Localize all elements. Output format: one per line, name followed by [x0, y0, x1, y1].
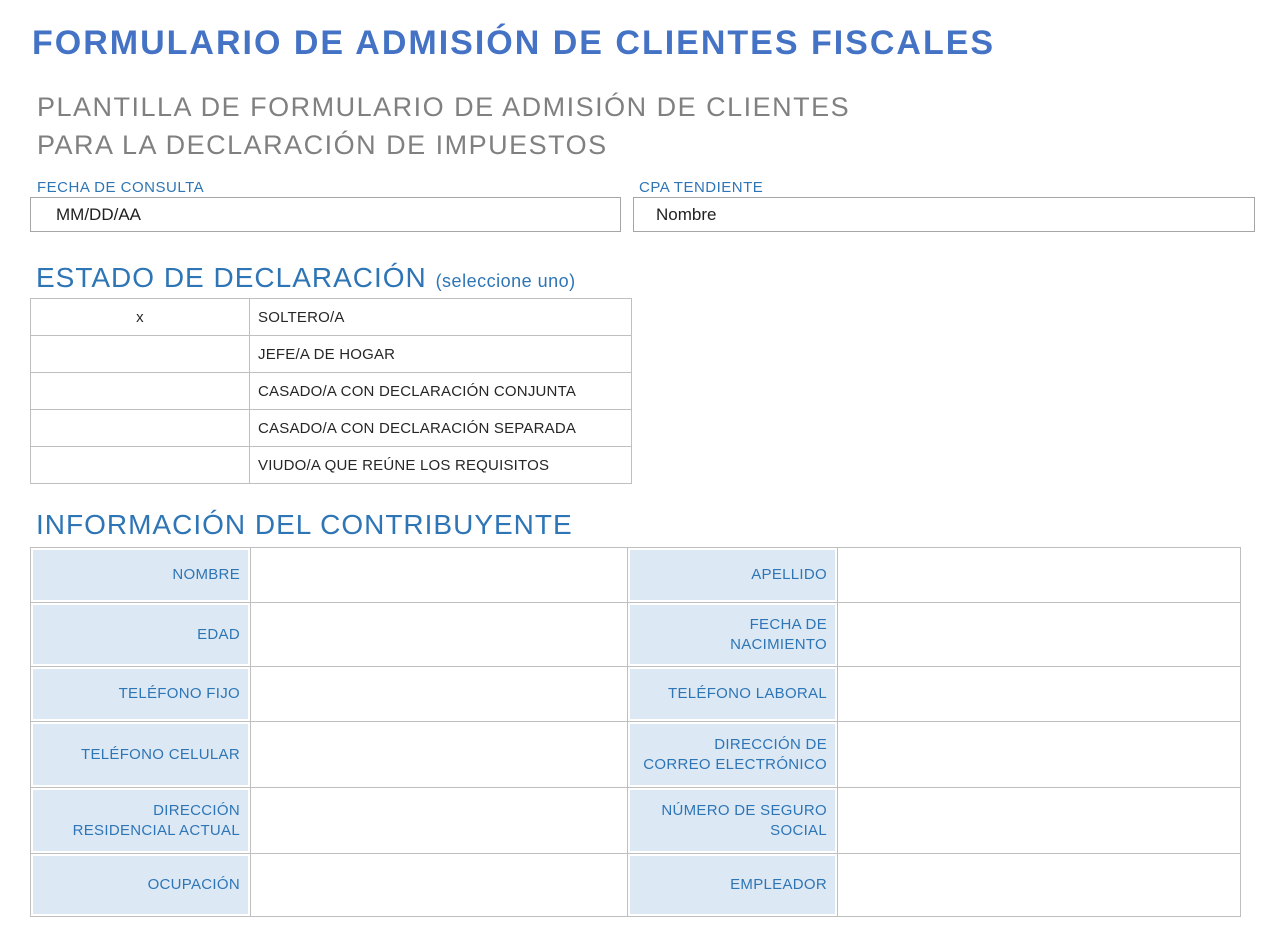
info-value-email[interactable]	[837, 721, 1241, 788]
status-option-label: VIUDO/A QUE REÚNE LOS REQUISITOS	[249, 446, 632, 484]
info-value-address[interactable]	[250, 787, 628, 854]
info-value-ssn[interactable]	[837, 787, 1241, 854]
status-row: CASADO/A CON DECLARACIÓN CONJUNTA	[30, 372, 632, 410]
info-value-first-name[interactable]	[250, 547, 628, 603]
info-label-employer: EMPLEADOR	[627, 853, 838, 917]
info-label-work-phone: TELÉFONO LABORAL	[627, 666, 838, 722]
status-option-label: JEFE/A DE HOGAR	[249, 335, 632, 373]
info-row: DIRECCIÓN RESIDENCIAL ACTUAL NÚMERO DE S…	[30, 787, 1241, 854]
info-row: NOMBRE APELLIDO	[30, 547, 1241, 603]
page-title: FORMULARIO DE ADMISIÓN DE CLIENTES FISCA…	[32, 24, 996, 62]
cpa-value: Nombre	[656, 204, 717, 224]
info-label-address: DIRECCIÓN RESIDENCIAL ACTUAL	[30, 787, 251, 854]
taxpayer-info-table: NOMBRE APELLIDO EDAD FECHA DE NACIMIENTO…	[30, 547, 1241, 917]
filing-status-table: x SOLTERO/A JEFE/A DE HOGAR CASADO/A CON…	[30, 298, 632, 484]
status-checkbox-cell[interactable]	[30, 409, 250, 447]
info-label-cell-phone: TELÉFONO CELULAR	[30, 721, 251, 788]
info-value-home-phone[interactable]	[250, 666, 628, 722]
status-row: x SOLTERO/A	[30, 298, 632, 336]
info-label-first-name: NOMBRE	[30, 547, 251, 603]
info-row: TELÉFONO CELULAR DIRECCIÓN DE CORREO ELE…	[30, 721, 1241, 788]
info-label-age: EDAD	[30, 602, 251, 667]
status-option-label: CASADO/A CON DECLARACIÓN SEPARADA	[249, 409, 632, 447]
info-value-work-phone[interactable]	[837, 666, 1241, 722]
info-row: TELÉFONO FIJO TELÉFONO LABORAL	[30, 666, 1241, 722]
info-label-ssn: NÚMERO DE SEGURO SOCIAL	[627, 787, 838, 854]
info-label-birth-date: FECHA DE NACIMIENTO	[627, 602, 838, 667]
status-checkbox-cell[interactable]	[30, 335, 250, 373]
info-row: OCUPACIÓN EMPLEADOR	[30, 853, 1241, 917]
info-label-email: DIRECCIÓN DE CORREO ELECTRÓNICO	[627, 721, 838, 788]
status-checkbox-cell[interactable]	[30, 446, 250, 484]
info-label-occupation: OCUPACIÓN	[30, 853, 251, 917]
filing-status-heading-text: ESTADO DE DECLARACIÓN	[36, 262, 427, 293]
status-checkbox-cell[interactable]	[30, 372, 250, 410]
status-option-label: CASADO/A CON DECLARACIÓN CONJUNTA	[249, 372, 632, 410]
status-checkbox-cell[interactable]: x	[30, 298, 250, 336]
info-value-occupation[interactable]	[250, 853, 628, 917]
filing-status-heading: ESTADO DE DECLARACIÓN (seleccione uno)	[36, 262, 576, 297]
taxpayer-info-heading-text: INFORMACIÓN DEL CONTRIBUYENTE	[36, 509, 573, 540]
status-row: VIUDO/A QUE REÚNE LOS REQUISITOS	[30, 446, 632, 484]
info-value-birth-date[interactable]	[837, 602, 1241, 667]
consultation-date-value: MM/DD/AA	[56, 204, 141, 224]
info-value-age[interactable]	[250, 602, 628, 667]
page-subtitle: PLANTILLA DE FORMULARIO DE ADMISIÓN DE C…	[37, 92, 851, 160]
cpa-label: CPA TENDIENTE	[639, 179, 764, 196]
status-row: CASADO/A CON DECLARACIÓN SEPARADA	[30, 409, 632, 447]
info-value-cell-phone[interactable]	[250, 721, 628, 788]
info-row: EDAD FECHA DE NACIMIENTO	[30, 602, 1241, 667]
consultation-date-label: FECHA DE CONSULTA	[37, 179, 205, 196]
info-label-home-phone: TELÉFONO FIJO	[30, 666, 251, 722]
filing-status-heading-note: (seleccione uno)	[435, 271, 576, 291]
info-label-last-name: APELLIDO	[627, 547, 838, 603]
status-option-label: SOLTERO/A	[249, 298, 632, 336]
info-value-last-name[interactable]	[837, 547, 1241, 603]
info-value-employer[interactable]	[837, 853, 1241, 917]
cpa-input[interactable]: Nombre	[633, 197, 1255, 232]
status-row: JEFE/A DE HOGAR	[30, 335, 632, 373]
consultation-date-input[interactable]: MM/DD/AA	[30, 197, 621, 232]
taxpayer-info-heading: INFORMACIÓN DEL CONTRIBUYENTE	[36, 509, 573, 541]
